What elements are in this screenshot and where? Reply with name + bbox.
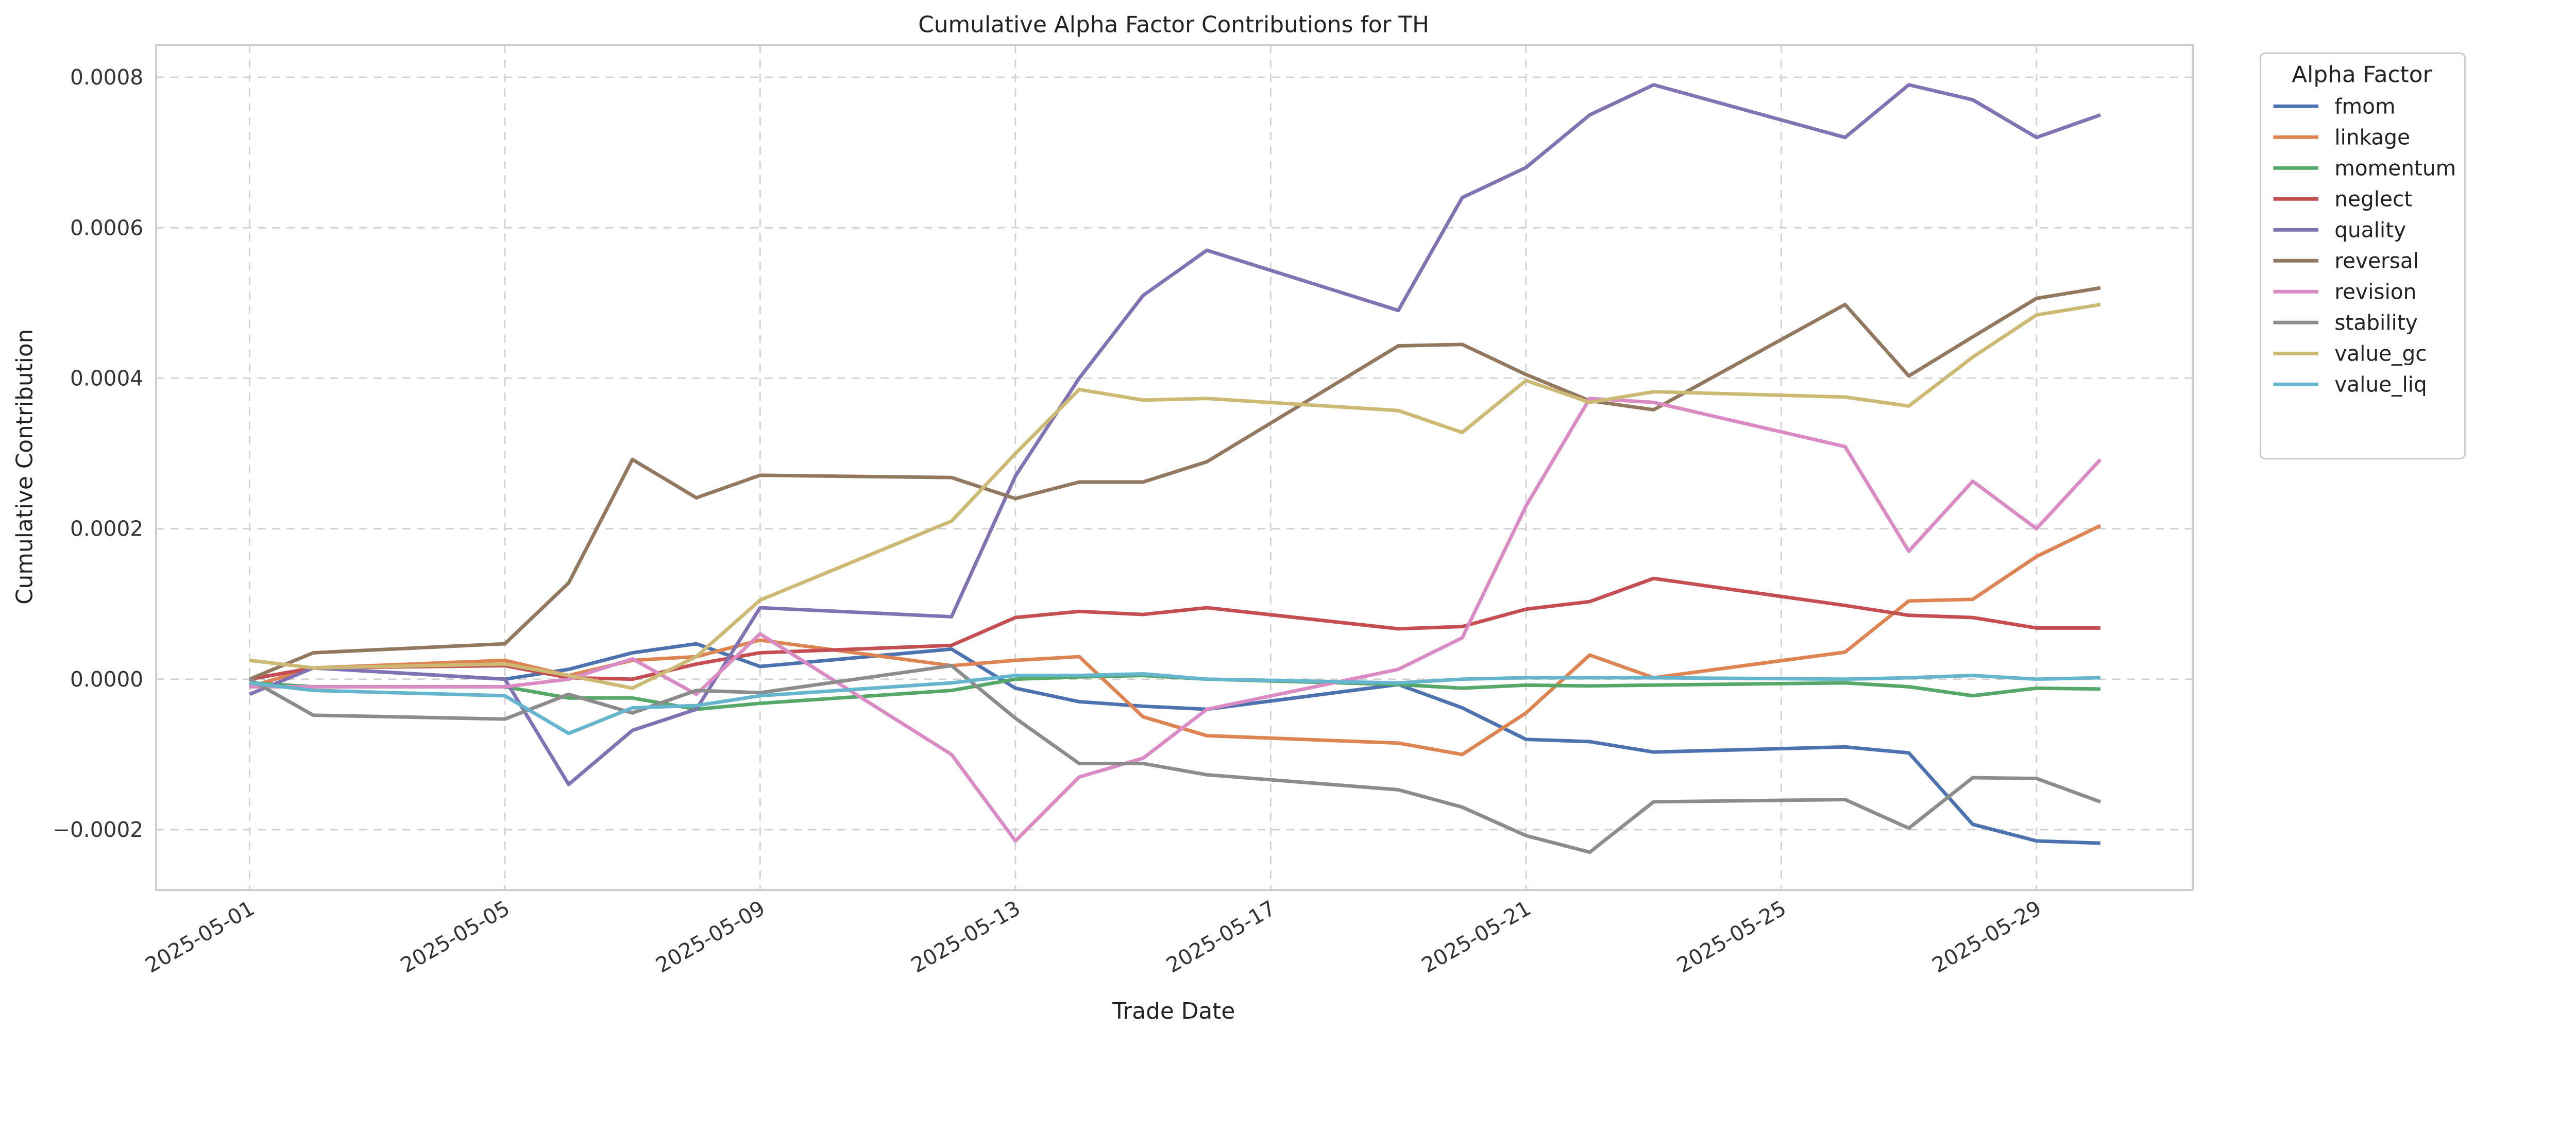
series-line-stability xyxy=(248,664,2102,854)
plot-frame xyxy=(155,44,2194,891)
series-line-value_liq xyxy=(249,672,2100,735)
x-axis-label: Trade Date xyxy=(1112,998,1235,1024)
series-line-revision xyxy=(249,397,2102,843)
legend-label-linkage: linkage xyxy=(2334,125,2410,149)
y-tick-labels: −0.0002 0.0000 0.0002 0.0004 0.0006 0.0008 xyxy=(53,65,143,842)
legend-label-revision: revision xyxy=(2334,279,2416,304)
legend-label-momentum: momentum xyxy=(2334,156,2456,180)
legend-label-neglect: neglect xyxy=(2334,186,2412,211)
y-tick-label: 0.0006 xyxy=(70,215,143,240)
legend: Alpha Factor fmom linkage momentum neglect q… xyxy=(2259,52,2466,460)
y-tick-label: 0.0002 xyxy=(70,517,143,541)
chart-title: Cumulative Alpha Factor Contributions fo… xyxy=(918,12,1429,38)
series-line-quality xyxy=(249,83,2102,786)
series-lines xyxy=(248,83,2102,854)
series-line-reversal xyxy=(249,286,2101,681)
legend-label-value_liq: value_liq xyxy=(2334,372,2427,397)
grid xyxy=(156,45,2193,890)
y-tick-label: 0.0008 xyxy=(70,65,143,90)
series-line-fmom xyxy=(249,642,2100,845)
legend-label-stability: stability xyxy=(2334,310,2418,335)
y-tick-label: 0.0004 xyxy=(70,366,143,390)
y-tick-label: 0.0000 xyxy=(70,667,143,692)
legend-label-value_gc: value_gc xyxy=(2334,341,2427,366)
series-line-neglect xyxy=(249,576,2100,681)
legend-label-fmom: fmom xyxy=(2334,94,2395,118)
legend-label-quality: quality xyxy=(2334,217,2406,242)
series-line-value_gc xyxy=(249,302,2101,690)
legend-label-reversal: reversal xyxy=(2334,248,2419,273)
y-tick-label: −0.0002 xyxy=(53,817,143,842)
y-axis-label: Cumulative Contribution xyxy=(12,329,38,605)
legend-title: Alpha Factor xyxy=(2292,61,2432,88)
line-chart: Cumulative Alpha Factor Contributions fo… xyxy=(11,11,2466,1025)
